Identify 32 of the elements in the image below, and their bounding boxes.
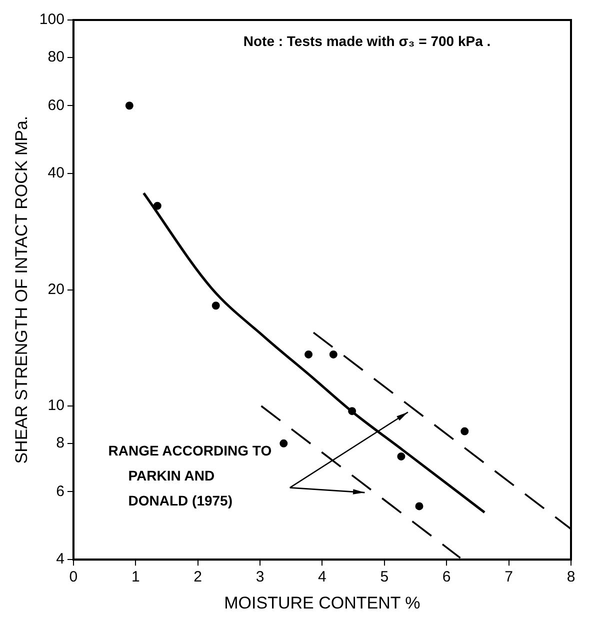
point — [212, 302, 220, 310]
annotation: RANGE ACCORDING TO PARKIN AND DONALD (1975) — [108, 442, 272, 509]
y-tick-label: 4 — [56, 550, 64, 568]
x-tick-label: 1 — [131, 568, 140, 586]
point — [415, 502, 424, 510]
x-tick-label: 6 — [442, 568, 451, 586]
point — [460, 427, 469, 436]
y-tick-label: 6 — [56, 482, 64, 500]
y-tick-label: 8 — [56, 434, 64, 452]
point — [397, 452, 406, 460]
point — [304, 350, 313, 358]
x-tick-label: 4 — [318, 568, 326, 586]
x-tick-label: 8 — [566, 568, 576, 586]
y-axis-title: SHEAR STRENGTH OF INTACT ROCK MPa. — [12, 116, 31, 464]
y-tick-label: 20 — [48, 280, 64, 298]
point — [329, 350, 338, 358]
point — [153, 202, 162, 210]
point — [125, 102, 134, 110]
annotation: Note : Tests made with σ₃ = 700 kPa . — [243, 32, 491, 49]
x-tick-label: 0 — [69, 568, 78, 586]
y-tick-label: 10 — [48, 397, 64, 414]
point — [348, 407, 356, 416]
x-tick-label: 3 — [256, 568, 264, 586]
x-tick-label: 5 — [380, 568, 389, 586]
x-tick-label: 7 — [504, 568, 513, 586]
y-tick-label: 100 — [39, 11, 64, 28]
point — [280, 439, 288, 448]
x-axis-title: MOISTURE CONTENT % — [224, 593, 420, 612]
y-tick-label: 80 — [48, 48, 64, 66]
y-tick-label: 40 — [48, 164, 64, 182]
x-tick-label: 2 — [194, 568, 202, 586]
y-tick-label: 60 — [48, 96, 64, 114]
